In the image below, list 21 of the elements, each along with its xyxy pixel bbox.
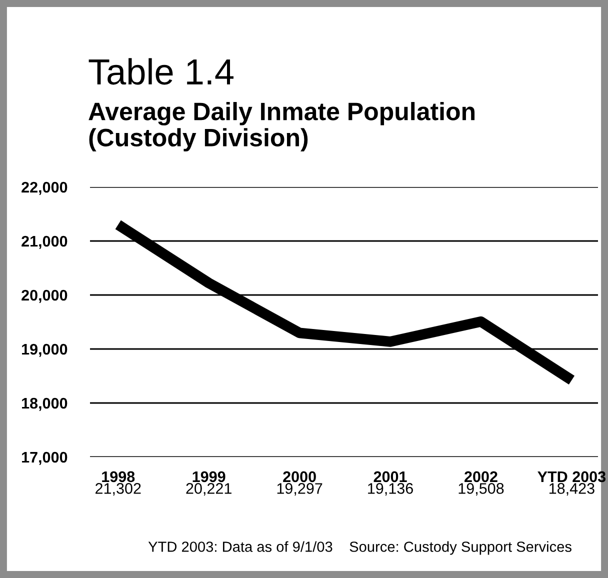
x-tick-label: 2000 [283,471,316,482]
y-tick-label: 20,000 [22,290,68,303]
y-tick-label: 18,000 [22,398,68,411]
chart-subtitle: Average Daily Inmate Population (Custody Division) [88,102,475,152]
x-tick-label: YTD 2003 [538,471,606,482]
x-tick-label: 1998 [102,471,135,482]
data-label: 18,423 [549,483,594,496]
data-label: 19,508 [458,483,504,496]
x-tick-label: 2001 [374,471,407,482]
x-tick-label: 1999 [192,471,226,482]
data-label: 20,221 [186,483,232,496]
y-tick-label: 19,000 [22,344,68,357]
text: YTD 2003: Data as of 9/1/03 Source: Custody Support Services [148,541,572,555]
x-tick-label: 2002 [464,471,498,482]
y-tick-label: 22,000 [22,182,68,195]
data-label: 19,297 [277,483,322,496]
chart-title: Table 1.4 [88,58,234,85]
data-label: 21,302 [96,483,141,496]
y-tick-label: 21,000 [22,236,68,249]
y-tick-label: 17,000 [22,452,68,465]
data-label: 19,136 [368,483,413,496]
